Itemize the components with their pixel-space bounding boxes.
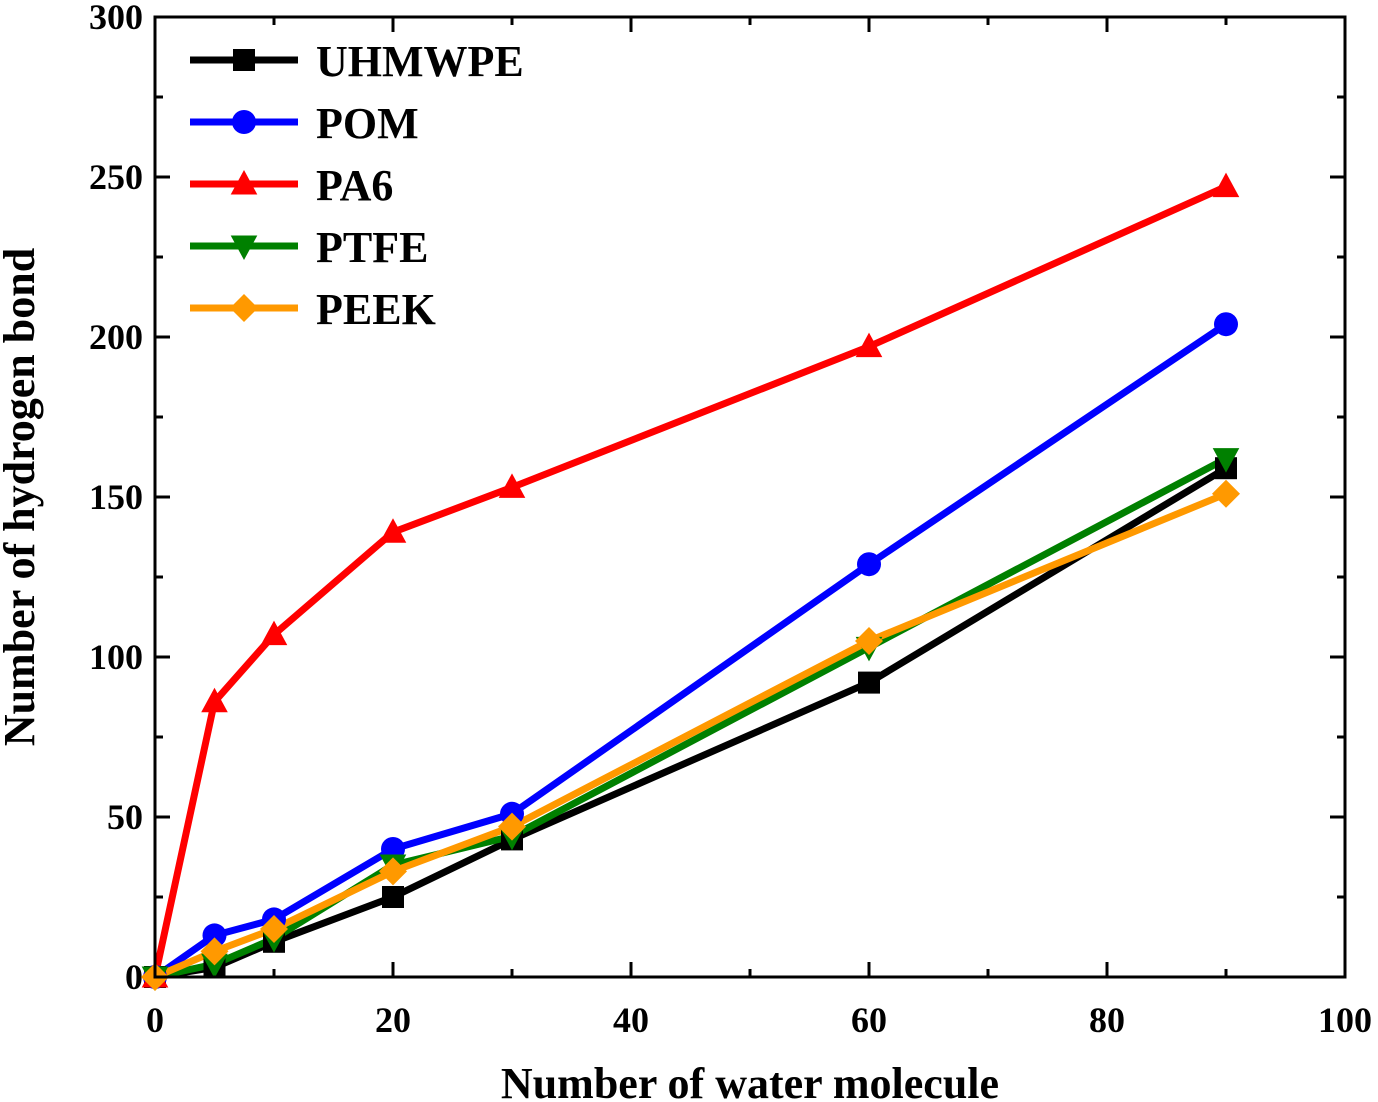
data-point-peek <box>498 812 526 841</box>
plot-area-frame <box>153 15 1347 979</box>
data-point-pa6 <box>498 473 526 498</box>
data-point-pa6 <box>855 332 883 358</box>
legend-marker-pom <box>232 110 256 134</box>
y-tick-label: 0 <box>125 957 143 997</box>
data-point-peek <box>200 937 229 966</box>
y-axis-title: Number of hydrogen bond <box>0 248 44 746</box>
x-axis-title: Number of water molecule <box>501 1059 999 1102</box>
data-point-peek <box>855 627 883 655</box>
data-point-pom <box>202 923 227 948</box>
y-tick-label: 50 <box>107 797 143 837</box>
x-tick-label: 80 <box>1089 1000 1125 1040</box>
series-markers <box>141 172 1240 991</box>
data-point-pa6 <box>379 518 407 543</box>
data-point-pom <box>1214 312 1238 337</box>
legend-marker-ptfe <box>230 235 258 260</box>
y-tick-label: 200 <box>89 317 143 357</box>
data-point-peek <box>1212 479 1240 508</box>
data-point-pa6 <box>260 620 288 646</box>
legend-marker-uhmwpe <box>233 49 255 71</box>
data-point-ptfe <box>1212 448 1240 473</box>
legend-label-pom: POM <box>316 99 419 148</box>
x-tick-label: 0 <box>146 1000 164 1040</box>
data-point-uhmwpe <box>382 886 404 908</box>
legend: UHMWPE POM PA6 PTFE PEEK <box>190 37 524 334</box>
y-tick-label: 150 <box>89 477 143 517</box>
series-line-pom <box>151 320 1230 981</box>
axis-ticks: 0 20 40 60 80 100 0 50 100 150 200 250 300 <box>89 0 1372 1040</box>
data-point-ptfe <box>201 953 228 979</box>
series-line-ptfe <box>151 455 1230 981</box>
data-point-pa6 <box>1212 172 1240 198</box>
x-tick-label: 20 <box>375 1000 411 1040</box>
y-tick-label: 250 <box>89 157 143 197</box>
data-point-peek <box>260 915 288 943</box>
legend-label-uhmwpe: UHMWPE <box>316 37 524 86</box>
x-tick-label: 100 <box>1318 1000 1372 1040</box>
data-point-pa6 <box>201 687 228 713</box>
x-tick-label: 60 <box>851 1000 887 1040</box>
y-tick-label: 300 <box>89 0 143 37</box>
legend-marker-pa6 <box>230 170 258 195</box>
legend-label-pa6: PA6 <box>316 161 393 210</box>
legend-marker-peek <box>230 294 258 322</box>
y-tick-label: 100 <box>89 637 143 677</box>
data-point-pom <box>857 552 881 577</box>
data-point-peek <box>379 857 407 886</box>
data-point-uhmwpe <box>858 671 880 694</box>
x-tick-label: 40 <box>613 1000 649 1040</box>
legend-label-ptfe: PTFE <box>316 223 428 272</box>
legend-label-peek: PEEK <box>316 285 436 334</box>
